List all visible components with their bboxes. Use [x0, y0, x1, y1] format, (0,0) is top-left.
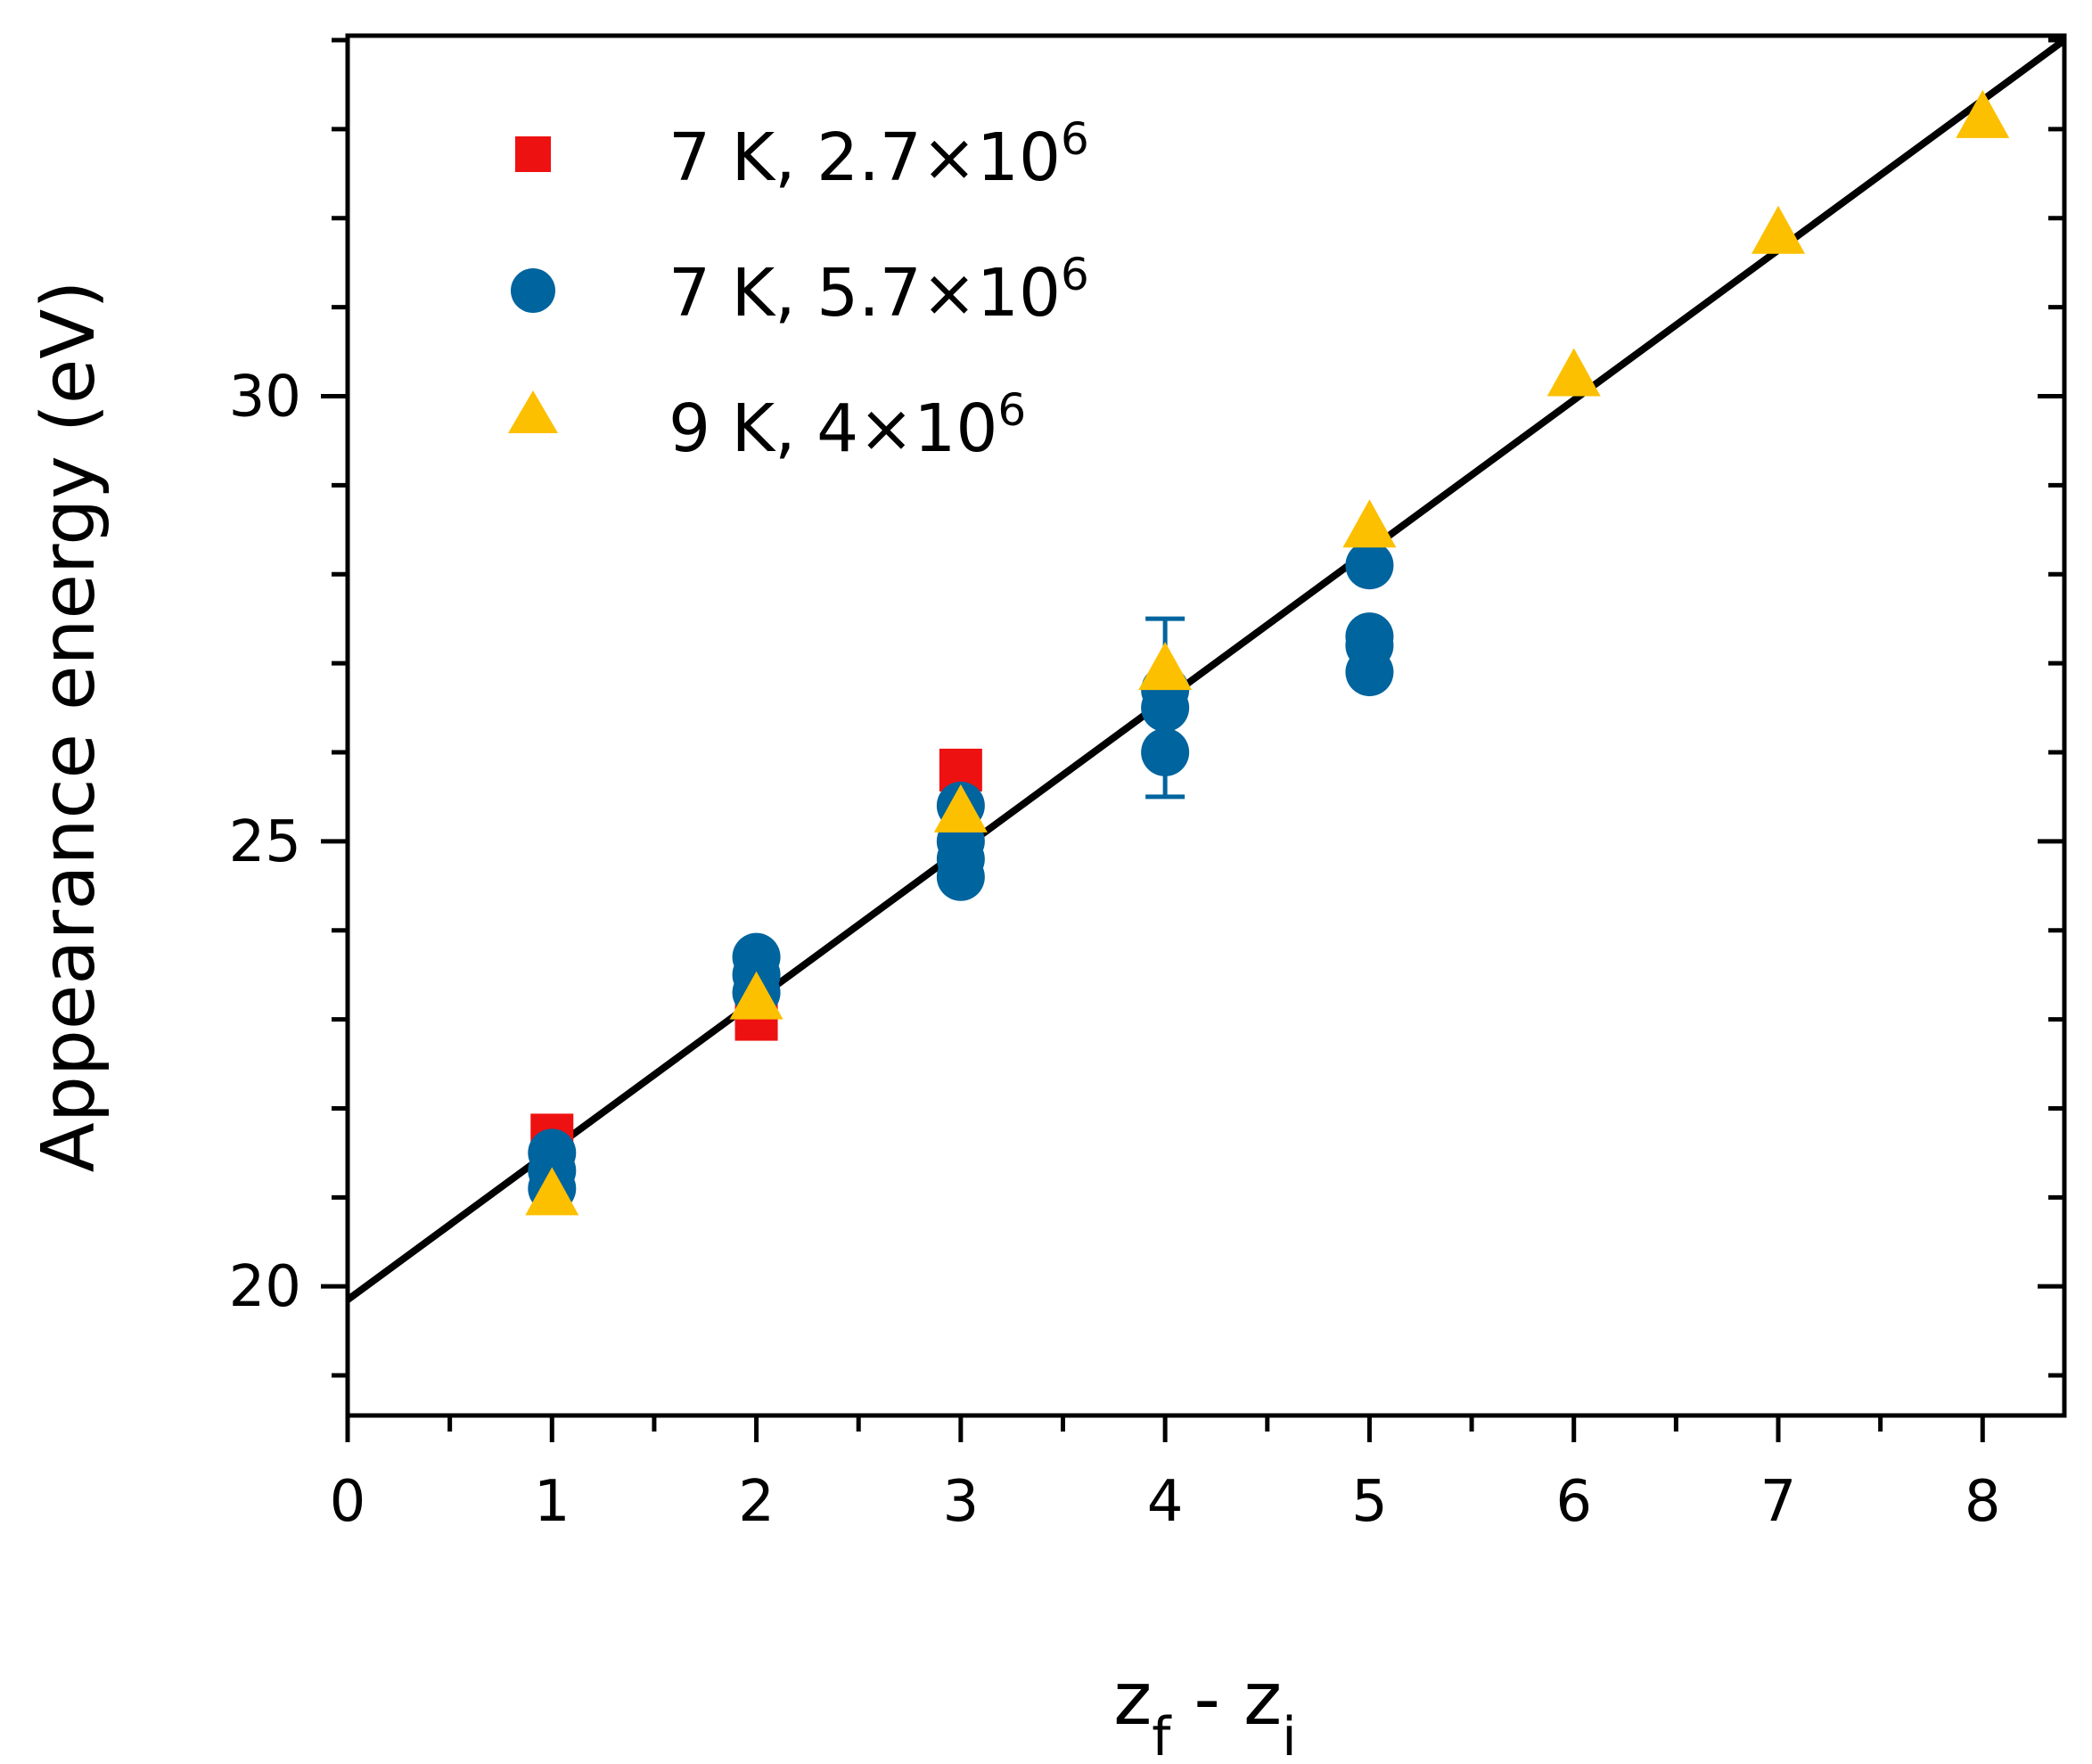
- data-point-circle: [1345, 612, 1394, 661]
- data-point-circle: [528, 1128, 577, 1177]
- data-point-circle: [1345, 541, 1394, 590]
- data-point-triangle: [1138, 642, 1193, 691]
- x-tick-label: 5: [1351, 1469, 1388, 1535]
- legend-label-series-3: 9 K, 4×106: [669, 384, 1026, 467]
- x-axis-title: zf - zi: [1113, 1657, 1297, 1764]
- data-point-circle: [1141, 727, 1190, 776]
- x-tick-label: 8: [1965, 1469, 2001, 1535]
- x-tick-label: 2: [738, 1469, 775, 1535]
- data-point-triangle: [729, 971, 783, 1020]
- legend-label-series-1: 7 K, 2.7×106: [669, 113, 1089, 196]
- data-point-triangle: [933, 784, 988, 833]
- tick-labels: 0 1 2 3 4 5 6 7 8 20 25 30: [229, 364, 2001, 1535]
- data-point-triangle: [1956, 89, 2010, 138]
- x-tick-label: 1: [534, 1469, 570, 1535]
- fit-line-group: [345, 37, 2067, 1303]
- data-point-triangle: [1752, 205, 1805, 254]
- x-tick-label: 3: [942, 1469, 979, 1535]
- x-tick-label: 0: [330, 1469, 366, 1535]
- x-tick-label: 7: [1760, 1469, 1797, 1535]
- x-tick-label: 4: [1147, 1469, 1184, 1535]
- legend-marker-square: [515, 136, 551, 172]
- y-tick-label: 25: [229, 809, 301, 875]
- data-points: [525, 89, 2010, 1216]
- axis-ticks: [321, 37, 2064, 1442]
- legend-marker-circle: [511, 268, 555, 313]
- data-point-triangle: [525, 1167, 579, 1216]
- legend-marker-triangle: [508, 390, 558, 433]
- data-point-circle: [732, 932, 781, 981]
- data-point-triangle: [1546, 348, 1601, 397]
- legend: 7 K, 2.7×106 7 K, 5.7×106 9 K, 4×106: [508, 113, 1089, 467]
- y-tick-label: 20: [229, 1254, 301, 1320]
- y-axis-title: Appearance energy (eV): [27, 281, 111, 1173]
- fit-line: [345, 37, 2067, 1303]
- data-point-triangle: [1342, 499, 1397, 548]
- plot-frame: [345, 33, 2067, 1418]
- x-tick-label: 6: [1555, 1469, 1592, 1535]
- y-tick-label: 30: [229, 364, 301, 430]
- legend-label-series-2: 7 K, 5.7×106: [669, 249, 1089, 332]
